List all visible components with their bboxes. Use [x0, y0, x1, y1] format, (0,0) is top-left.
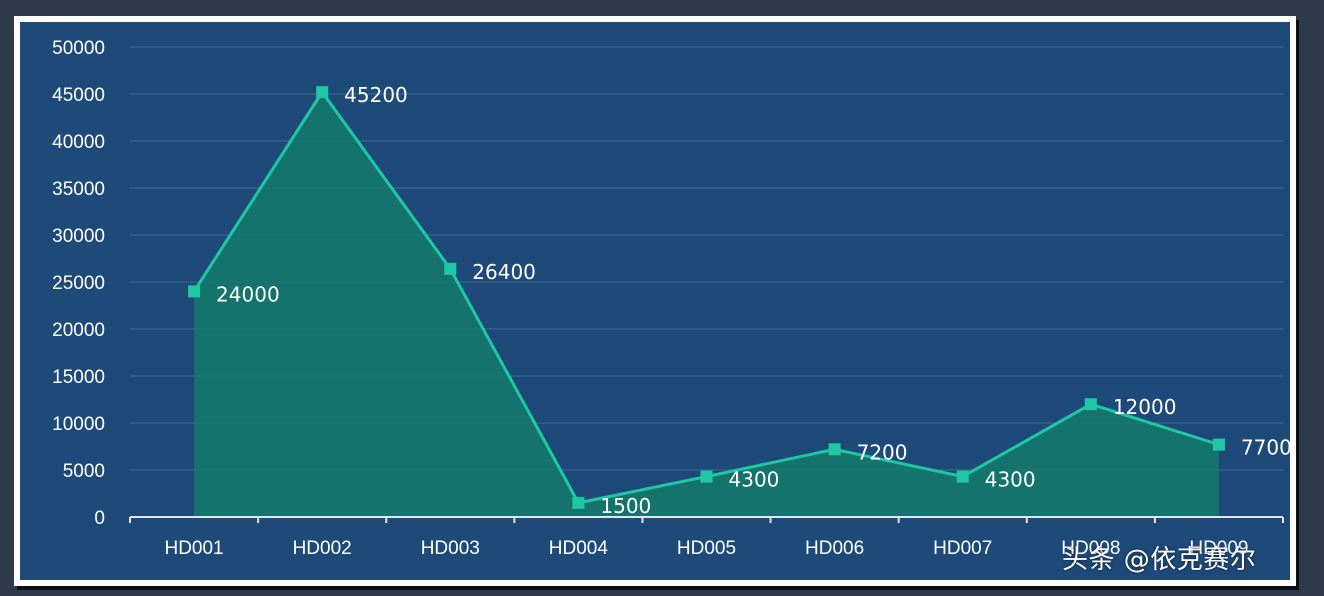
area-fill: [194, 92, 1219, 518]
data-point-marker: [444, 262, 457, 275]
data-point-marker: [1084, 398, 1097, 411]
y-tick-label: 20000: [52, 320, 105, 341]
x-tick-label: HD006: [805, 538, 864, 559]
x-tick-label: HD003: [421, 538, 480, 559]
y-tick-label: 15000: [52, 367, 105, 388]
x-tick-label: HD002: [293, 538, 352, 559]
data-point-marker: [188, 285, 201, 298]
y-tick-label: 5000: [63, 461, 105, 482]
data-label: 4300: [729, 468, 780, 492]
y-tick-label: 50000: [52, 38, 105, 59]
watermark: 头条 @依克赛尔: [1062, 545, 1257, 575]
x-tick-label: HD005: [677, 538, 736, 559]
y-tick-label: 25000: [52, 273, 105, 294]
y-tick-label: 40000: [52, 132, 105, 153]
data-label: 7200: [857, 440, 908, 464]
y-tick-label: 30000: [52, 226, 105, 247]
x-tick-label: HD007: [933, 538, 992, 559]
data-point-marker: [316, 86, 329, 99]
data-point-marker: [1212, 438, 1225, 451]
data-label: 24000: [216, 282, 280, 306]
data-point-marker: [572, 496, 585, 509]
y-tick-label: 10000: [52, 414, 105, 435]
data-point-marker: [700, 470, 713, 483]
y-tick-label: 45000: [52, 85, 105, 106]
x-tick-label: HD009: [1189, 538, 1248, 559]
data-point-marker: [956, 470, 969, 483]
x-tick-label: HD001: [164, 538, 223, 559]
data-label: 12000: [1113, 395, 1177, 419]
data-point-marker: [828, 443, 841, 456]
y-tick-label: 35000: [52, 179, 105, 200]
x-tick-label: HD008: [1061, 538, 1120, 559]
data-label: 4300: [985, 468, 1036, 492]
data-label: 7700: [1241, 436, 1292, 460]
y-tick-label: 0: [94, 508, 105, 529]
x-tick-label: HD004: [549, 538, 609, 559]
data-label: 26400: [472, 260, 536, 284]
data-label: 1500: [600, 494, 651, 518]
data-label: 45200: [344, 83, 408, 107]
